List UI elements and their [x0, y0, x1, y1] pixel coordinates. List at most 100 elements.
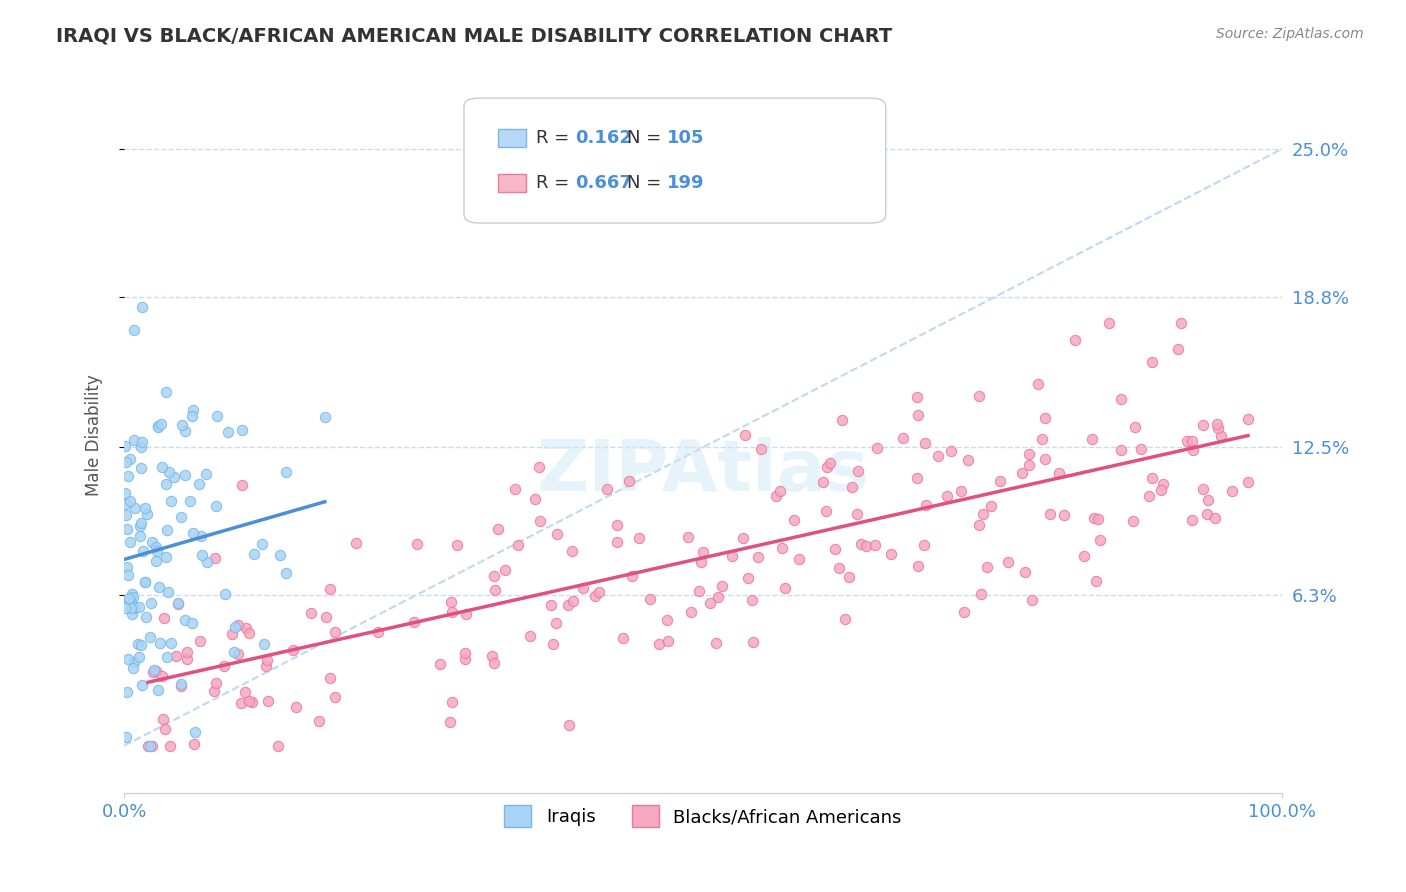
Blacks/African Americans: [1167, 342, 1189, 356]
Blacks/African Americans: [721, 549, 744, 563]
Blacks/African Americans: [1018, 458, 1040, 472]
Iraqis: [214, 587, 236, 601]
Blacks/African Americans: [1109, 392, 1132, 406]
Blacks/African Americans: [596, 482, 619, 496]
Blacks/African Americans: [1205, 417, 1227, 431]
Text: Source: ZipAtlas.com: Source: ZipAtlas.com: [1216, 27, 1364, 41]
Blacks/African Americans: [1181, 442, 1204, 457]
Iraqis: [114, 439, 136, 453]
Blacks/African Americans: [456, 607, 478, 622]
Blacks/African Americans: [1197, 493, 1219, 508]
Iraqis: [122, 433, 145, 447]
Blacks/African Americans: [405, 537, 427, 551]
Blacks/African Americans: [145, 665, 167, 679]
Blacks/African Americans: [628, 531, 651, 545]
Blacks/African Americans: [446, 538, 468, 552]
Blacks/African Americans: [905, 471, 928, 485]
Text: 199: 199: [666, 174, 704, 192]
Blacks/African Americans: [617, 474, 640, 488]
Iraqis: [145, 540, 167, 554]
Blacks/African Americans: [482, 657, 505, 671]
Blacks/African Americans: [1220, 483, 1243, 498]
Iraqis: [124, 323, 146, 337]
Blacks/African Americans: [711, 579, 734, 593]
Blacks/African Americans: [741, 593, 763, 607]
Iraqis: [148, 682, 170, 697]
Iraqis: [118, 591, 141, 605]
Blacks/African Americans: [707, 590, 730, 604]
Iraqis: [314, 410, 336, 425]
Blacks/African Americans: [240, 695, 263, 709]
Blacks/African Americans: [588, 584, 610, 599]
Iraqis: [134, 575, 156, 590]
Blacks/African Americans: [543, 637, 565, 651]
Blacks/African Americans: [824, 541, 846, 556]
Blacks/African Americans: [731, 531, 754, 545]
Blacks/African Americans: [980, 500, 1002, 514]
Iraqis: [135, 508, 157, 522]
Blacks/African Americans: [441, 695, 464, 709]
Blacks/African Americans: [484, 569, 506, 583]
Iraqis: [170, 509, 193, 524]
Text: R =: R =: [536, 174, 575, 192]
Iraqis: [181, 403, 204, 417]
Blacks/African Americans: [299, 606, 322, 620]
Iraqis: [160, 636, 183, 650]
Blacks/African Americans: [1237, 475, 1260, 489]
Iraqis: [269, 548, 291, 562]
Text: R =: R =: [536, 129, 575, 147]
Blacks/African Americans: [1180, 434, 1202, 448]
Blacks/African Americans: [1206, 421, 1229, 435]
Iraqis: [134, 500, 156, 515]
Blacks/African Americans: [267, 739, 290, 753]
Blacks/African Americans: [657, 613, 679, 627]
Blacks/African Americans: [1083, 511, 1105, 525]
Blacks/African Americans: [741, 634, 763, 648]
Blacks/African Americans: [540, 598, 562, 612]
Blacks/African Americans: [737, 571, 759, 585]
Blacks/African Americans: [765, 488, 787, 502]
Blacks/African Americans: [1142, 471, 1164, 485]
Blacks/African Americans: [834, 612, 856, 626]
Iraqis: [142, 663, 165, 677]
Iraqis: [274, 566, 297, 580]
Blacks/African Americans: [811, 475, 834, 490]
Blacks/African Americans: [865, 538, 887, 552]
Blacks/African Americans: [481, 649, 503, 664]
Blacks/African Americans: [558, 718, 581, 732]
Blacks/African Americans: [907, 408, 929, 422]
Blacks/African Americans: [1123, 420, 1146, 434]
Iraqis: [173, 467, 195, 482]
Blacks/African Americans: [212, 659, 235, 673]
Text: IRAQI VS BLACK/AFRICAN AMERICAN MALE DISABILITY CORRELATION CHART: IRAQI VS BLACK/AFRICAN AMERICAN MALE DIS…: [56, 27, 893, 45]
Blacks/African Americans: [402, 615, 425, 629]
Blacks/African Americans: [967, 389, 990, 403]
Iraqis: [131, 461, 153, 475]
Blacks/African Americans: [1150, 483, 1173, 497]
Blacks/African Americans: [782, 512, 804, 526]
Blacks/African Americans: [494, 563, 516, 577]
Iraqis: [115, 522, 138, 536]
Blacks/African Americans: [1014, 565, 1036, 579]
Blacks/African Americans: [769, 483, 792, 498]
Blacks/African Americans: [547, 527, 569, 541]
Blacks/African Americans: [546, 615, 568, 630]
Blacks/African Americans: [1175, 434, 1198, 449]
Blacks/African Americans: [1053, 508, 1076, 522]
Blacks/African Americans: [221, 627, 243, 641]
Iraqis: [118, 494, 141, 508]
Blacks/African Americans: [226, 647, 249, 661]
Blacks/African Americans: [612, 631, 634, 645]
Blacks/African Americans: [1080, 432, 1102, 446]
Blacks/African Americans: [233, 685, 256, 699]
Blacks/African Americans: [880, 547, 903, 561]
Blacks/African Americans: [827, 561, 849, 575]
Blacks/African Americans: [1063, 333, 1085, 347]
Blacks/African Americans: [606, 517, 628, 532]
Iraqis: [129, 440, 152, 454]
Iraqis: [156, 523, 179, 537]
Blacks/African Americans: [688, 584, 710, 599]
Y-axis label: Male Disability: Male Disability: [86, 375, 103, 496]
Iraqis: [139, 597, 162, 611]
Iraqis: [127, 637, 149, 651]
